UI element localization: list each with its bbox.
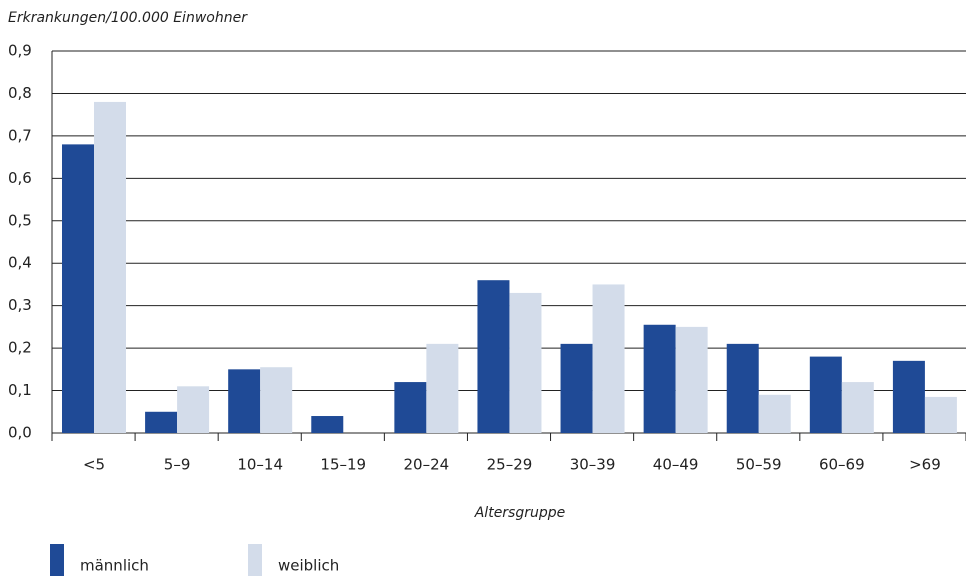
bar xyxy=(62,144,94,433)
y-tick-label: 0,5 xyxy=(8,211,32,229)
bar xyxy=(426,343,459,433)
y-tick-label: 0,9 xyxy=(8,42,32,60)
bar xyxy=(177,386,210,433)
bar xyxy=(228,369,261,433)
y-tick-label: 0,0 xyxy=(8,424,32,442)
y-tick-label: 0,3 xyxy=(8,296,32,314)
bar xyxy=(758,394,791,433)
x-tick-label: 5–9 xyxy=(164,456,191,474)
x-axis-label: Altersgruppe xyxy=(474,505,566,521)
y-tick-label: 0,4 xyxy=(8,254,32,272)
bar xyxy=(675,326,708,433)
x-tick-label: 30–39 xyxy=(570,456,616,474)
bar xyxy=(260,367,293,433)
chart-title: Erkrankungen/100.000 Einwohner xyxy=(8,10,248,26)
bar xyxy=(145,411,178,433)
y-tick-label: 0,2 xyxy=(8,339,32,357)
legend-swatch xyxy=(248,544,262,576)
bar xyxy=(726,343,759,433)
y-tick-label: 0,7 xyxy=(8,126,32,144)
bar xyxy=(477,280,510,433)
bar xyxy=(809,356,842,433)
x-tick-label: 10–14 xyxy=(237,456,283,474)
x-tick-label: 15–19 xyxy=(320,456,366,474)
x-tick-label: <5 xyxy=(83,456,105,474)
legend-label: männlich xyxy=(80,557,149,575)
bar xyxy=(311,416,344,433)
x-tick-label: >69 xyxy=(909,456,941,474)
x-tick-label: 60–69 xyxy=(819,456,865,474)
x-tick-label: 20–24 xyxy=(404,456,450,474)
y-tick-label: 0,6 xyxy=(8,169,32,187)
bar xyxy=(394,382,427,433)
y-tick-label: 0,1 xyxy=(8,381,32,399)
bar xyxy=(892,360,925,433)
bar xyxy=(560,343,593,433)
bar xyxy=(94,101,126,433)
legend-swatch xyxy=(50,544,64,576)
x-tick-label: 40–49 xyxy=(653,456,699,474)
y-tick-label: 0,8 xyxy=(8,84,32,102)
bar xyxy=(509,292,542,433)
bar xyxy=(592,284,625,433)
bar xyxy=(643,324,676,433)
bar xyxy=(841,382,874,433)
x-tick-label: 25–29 xyxy=(487,456,533,474)
x-tick-label: 50–59 xyxy=(736,456,782,474)
bar xyxy=(924,396,957,433)
legend-label: weiblich xyxy=(278,557,339,575)
